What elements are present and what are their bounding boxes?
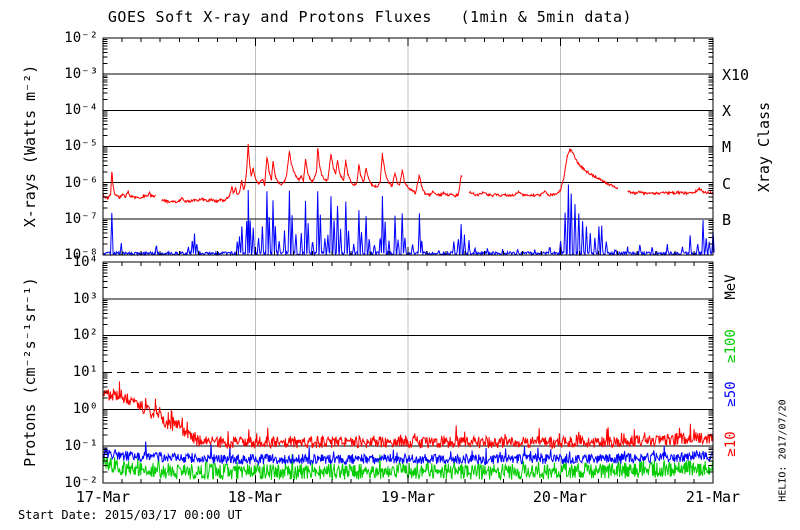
xray-class-axis-title: Xray Class <box>755 101 773 193</box>
xray-ytick: 10⁻⁴ <box>64 102 98 118</box>
proton-ytick: 10⁻¹ <box>64 438 98 454</box>
xray-class-label: B <box>722 211 732 229</box>
x-tick-label: 19-Mar <box>380 488 436 506</box>
proton-ytick: 10¹ <box>72 364 98 380</box>
xray-class-label: X <box>722 102 732 120</box>
x-tick-label: 21-Mar <box>685 488 741 506</box>
xray-ytick: 10⁻⁸ <box>64 247 98 263</box>
xray-class-label: M <box>722 138 732 156</box>
proton-ytick: 10⁴ <box>72 254 98 270</box>
xray-class-label: X10 <box>722 66 750 84</box>
xray-ytick: 10⁻² <box>64 30 98 46</box>
proton-ytick: 10² <box>72 327 98 343</box>
proton-ytick: 10⁰ <box>72 401 98 417</box>
x-tick-label: 18-Mar <box>227 488 283 506</box>
proton-ytick: 10³ <box>72 291 98 307</box>
x-tick-label: 17-Mar <box>75 488 131 506</box>
xray-class-label: C <box>722 175 732 193</box>
xray-axis-title: X-rays (Watts m⁻²) <box>21 64 39 228</box>
x-tick-label: 20-Mar <box>532 488 588 506</box>
chart-title: GOES Soft X-ray and Protons Fluxes (1min… <box>107 8 633 26</box>
start-date-note: Start Date: 2015/03/17 00:00 UT <box>18 508 242 522</box>
xray-ytick: 10⁻⁶ <box>64 175 98 191</box>
proton-legend-ge10: ≥10 <box>723 431 739 457</box>
xray-ytick: 10⁻³ <box>64 66 98 82</box>
proton-ytick: 10⁻² <box>64 475 98 491</box>
credit-note: HELIO: 2017/07/20 <box>777 399 789 502</box>
proton-axis-title: Protons (cm⁻²s⁻¹sr⁻¹) <box>21 277 39 467</box>
xray-ytick: 10⁻⁷ <box>64 211 98 227</box>
xray-ytick: 10⁻⁵ <box>64 138 98 154</box>
